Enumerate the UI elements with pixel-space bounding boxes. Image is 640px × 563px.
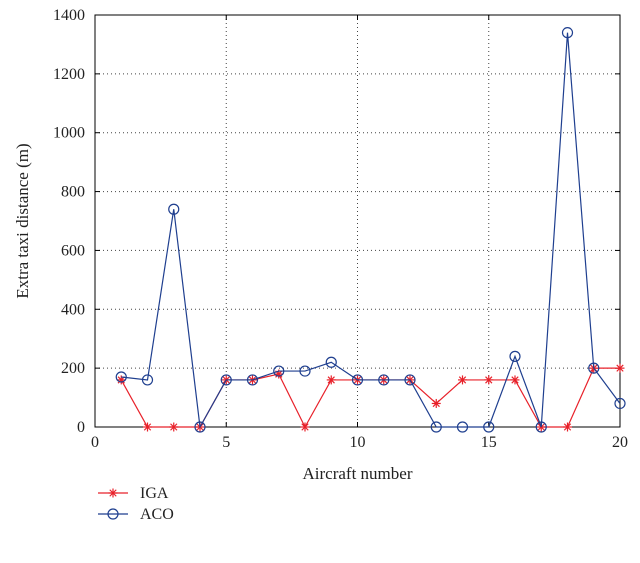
data-point-iga xyxy=(484,375,494,385)
data-point-aco xyxy=(430,421,442,433)
y-tick-label: 600 xyxy=(61,242,85,259)
series-layer xyxy=(115,27,626,433)
data-point-aco xyxy=(535,421,547,433)
y-tick-label: 1400 xyxy=(53,7,85,24)
x-tick-label: 20 xyxy=(612,434,628,451)
data-point-aco xyxy=(456,421,469,433)
data-point-aco xyxy=(246,374,259,386)
legend-label-iga: IGA xyxy=(140,485,169,502)
y-axis-label: Extra taxi distance (m) xyxy=(13,143,32,298)
data-point-aco xyxy=(115,371,127,383)
x-axis-label: Aircraft number xyxy=(303,464,413,483)
legend-item-aco: ACO xyxy=(98,506,174,523)
y-tick-label: 1200 xyxy=(53,66,85,83)
legend-item-iga: IGA xyxy=(98,485,169,502)
data-point-iga xyxy=(143,422,152,432)
series-iga xyxy=(116,363,625,432)
legend-marker-aco xyxy=(107,508,119,520)
y-tick-label: 400 xyxy=(61,301,85,318)
data-point-aco xyxy=(614,397,626,410)
x-tick-label: 15 xyxy=(481,434,497,451)
data-point-aco xyxy=(378,374,390,386)
data-point-aco xyxy=(141,374,154,386)
data-point-iga xyxy=(563,422,572,432)
series-line-aco xyxy=(121,32,621,429)
data-point-aco xyxy=(194,421,206,433)
plot-frame xyxy=(94,14,621,428)
x-tick-label: 5 xyxy=(222,434,230,451)
data-point-aco xyxy=(299,365,311,377)
data-point-aco xyxy=(588,362,600,374)
y-tick-label: 200 xyxy=(61,360,85,377)
legend: IGA ACO xyxy=(98,485,174,523)
x-tick-label: 10 xyxy=(350,434,366,451)
series-aco xyxy=(115,27,626,433)
legend-marker-iga xyxy=(108,488,118,498)
data-point-iga xyxy=(431,398,441,408)
legend-label-aco: ACO xyxy=(140,506,174,523)
data-point-iga xyxy=(615,363,625,373)
y-tick-label: 800 xyxy=(61,184,85,201)
y-tick-label: 1000 xyxy=(53,125,85,142)
data-point-aco xyxy=(168,203,180,215)
data-point-iga xyxy=(300,422,310,432)
data-point-iga xyxy=(458,375,467,385)
grid-lines xyxy=(95,15,620,427)
data-point-aco xyxy=(220,374,232,386)
data-point-iga xyxy=(510,375,520,385)
y-tick-label: 0 xyxy=(77,419,85,436)
data-point-iga xyxy=(326,375,336,385)
data-point-aco xyxy=(561,27,574,39)
data-point-aco xyxy=(483,421,495,433)
data-point-aco xyxy=(325,356,337,368)
x-tick-label: 0 xyxy=(91,434,99,451)
data-point-iga xyxy=(169,422,179,432)
data-point-aco xyxy=(351,374,364,386)
data-point-aco xyxy=(273,365,285,377)
data-point-aco xyxy=(404,374,416,386)
data-point-aco xyxy=(509,350,521,362)
